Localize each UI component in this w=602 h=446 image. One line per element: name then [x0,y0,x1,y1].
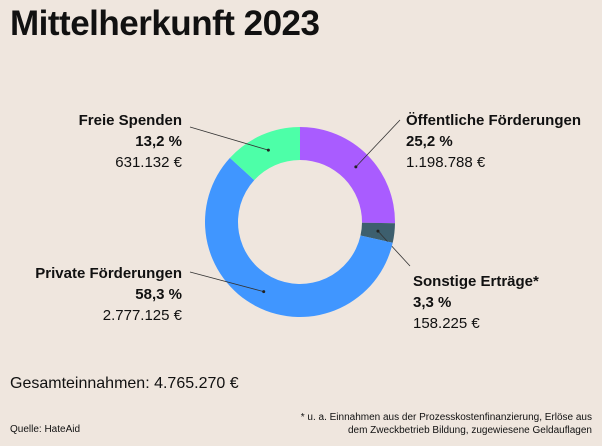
label-freie-spenden: Freie Spenden 13,2 % 631.132 € [79,110,182,173]
donut-slice-0 [300,127,395,224]
slice-name: Sonstige Erträge* [413,273,539,290]
footnote-line-2: dem Zweckbetrieb Bildung, zugewiesene Ge… [347,425,592,436]
footnote: * u. a. Einnahmen aus der Prozesskostenf… [301,411,592,437]
label-private: Private Förderungen 58,3 % 2.777.125 € [35,263,182,326]
donut-slice-1 [360,222,395,243]
leader-dot-0 [354,165,358,169]
leader-dot-2 [262,290,266,294]
slice-name: Private Förderungen [35,265,182,282]
source: Quelle: HateAid [10,424,81,435]
footnote-line-1: * u. a. Einnahmen aus der Prozesskostenf… [300,412,592,423]
total-income: Gesamteinnahmen: 4.765.270 € [10,375,239,392]
slice-percent: 58,3 % [135,286,182,303]
donut-slice-3 [229,127,300,181]
donut-slice-2 [205,157,393,317]
slice-amount: 158.225 € [413,315,480,332]
label-sonstige: Sonstige Erträge* 3,3 % 158.225 € [413,271,539,334]
leader-dot-3 [266,148,270,152]
slice-name: Freie Spenden [78,112,182,129]
leader-line-2 [189,271,264,292]
label-oeffentliche: Öffentliche Förderungen 25,2 % 1.198.788… [406,110,581,173]
slice-amount: 1.198.788 € [406,154,486,171]
slice-percent: 13,2 % [135,133,182,150]
slice-name: Öffentliche Förderungen [406,112,582,129]
leader-line-0 [355,119,401,168]
slice-percent: 3,3 % [413,294,452,311]
slice-percent: 25,2 % [406,133,453,150]
slice-amount: 2.777.125 € [102,307,182,324]
leader-line-1 [377,230,411,267]
leader-dot-1 [376,229,380,233]
leader-line-3 [189,126,269,151]
chart-title: Mittelherkunft 2023 [10,4,320,43]
slice-amount: 631.132 € [115,154,182,171]
